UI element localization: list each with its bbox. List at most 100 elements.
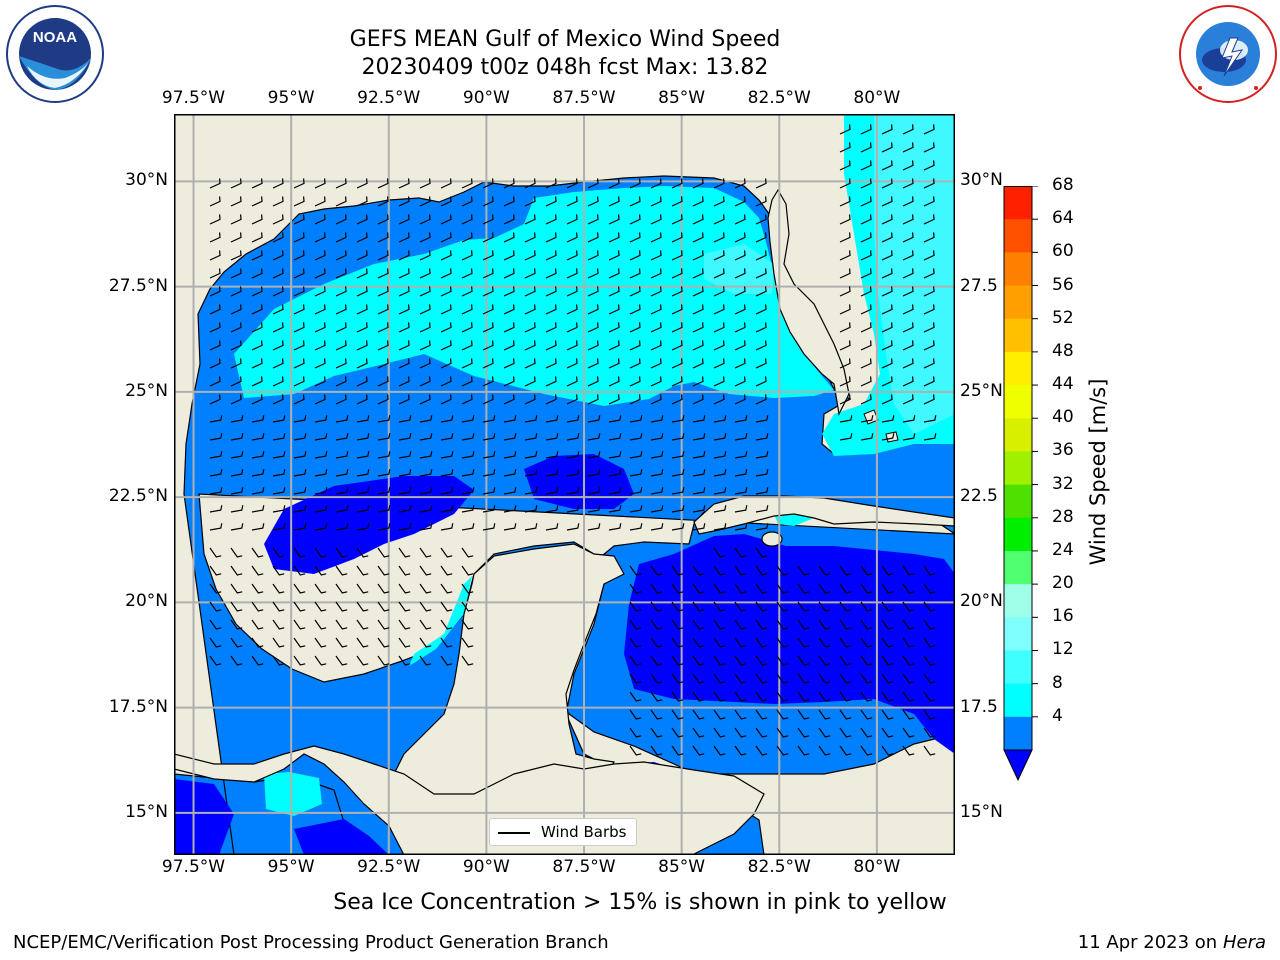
wind-barb-232 xyxy=(734,286,746,297)
wind-barb-508 xyxy=(482,451,496,459)
wind-barb-171 xyxy=(860,250,872,261)
wind-barb-773 xyxy=(671,637,684,648)
wind-barb-432 xyxy=(230,415,244,423)
wind-barb-208 xyxy=(230,286,242,297)
wind-barb-211 xyxy=(293,286,305,297)
wind-barb-592 xyxy=(545,505,559,513)
wind-barb-622 xyxy=(608,523,622,531)
wind-barb-356 xyxy=(650,358,662,369)
wind-barb-197 xyxy=(671,268,683,279)
wind-barb-299 xyxy=(860,322,872,333)
wind-barb-764 xyxy=(335,637,348,648)
wind-barb-693 xyxy=(755,583,768,594)
wind-barb-484 xyxy=(650,433,664,441)
wind-barb-395 xyxy=(860,376,872,387)
wind-barb-872 xyxy=(902,727,915,738)
colorbar-segment-10 xyxy=(1004,517,1032,552)
wind-barb-22 xyxy=(356,178,368,189)
wind-barb-426 xyxy=(839,394,851,405)
wind-barb-19 xyxy=(293,178,305,189)
colorbar-tick-label: 56 xyxy=(1052,274,1074,295)
wind-barb-410 xyxy=(440,394,452,405)
wind-barb-629 xyxy=(755,523,769,531)
wind-barb-246 xyxy=(356,304,368,315)
lon-tick-bottom: 80°W xyxy=(853,857,901,877)
colorbar-segment-0 xyxy=(1004,186,1032,220)
wind-barb-837 xyxy=(797,691,810,702)
wind-barb-195 xyxy=(629,268,641,279)
wind-barb-669 xyxy=(839,565,852,576)
wind-barb-776 xyxy=(734,637,747,648)
wind-barb-412 xyxy=(482,394,494,405)
wind-barb-333 xyxy=(902,340,914,351)
wind-barb-681 xyxy=(356,583,369,594)
wind-barb-530 xyxy=(377,469,391,477)
wind-barb-184 xyxy=(398,268,410,279)
wind-barb-303 xyxy=(209,340,221,351)
wind-barb-740 xyxy=(419,619,432,630)
wind-barb-485 xyxy=(671,433,685,441)
wind-barb-680 xyxy=(335,583,348,594)
wind-barb-594 xyxy=(587,505,601,513)
wind-barb-573 xyxy=(713,487,727,495)
chart-subtitle: 20230409 t00z 048h fcst Max: 13.82 xyxy=(361,55,769,80)
colorbar-tick-label: 52 xyxy=(1052,307,1074,328)
wind-barb-513 xyxy=(587,451,601,459)
colorbar-segment-3 xyxy=(1004,285,1032,320)
wind-barb-44 xyxy=(881,178,893,189)
wind-barb-672 xyxy=(902,565,915,576)
wind-barb-445 xyxy=(503,415,517,423)
wind-barb-870 xyxy=(860,727,873,738)
map-frame xyxy=(174,114,955,855)
wind-barb-103 xyxy=(713,214,725,225)
wind-barb-340 xyxy=(314,358,326,369)
wind-barb-819 xyxy=(734,673,747,684)
wind-barb-710 xyxy=(377,601,390,612)
wind-barb-820 xyxy=(755,673,768,684)
wind-barb-324 xyxy=(650,340,662,351)
wind-barb-351 xyxy=(545,358,557,369)
wind-barb-280 xyxy=(398,322,410,333)
wind-barb-227 xyxy=(629,286,641,297)
wind-barb-357 xyxy=(671,358,683,369)
wind-barb-287 xyxy=(545,322,557,333)
wind-barb-150 xyxy=(356,250,368,261)
wind-barb-642 xyxy=(461,547,474,558)
wind-barb-512 xyxy=(566,451,580,459)
wind-barb-794 xyxy=(377,655,390,666)
wind-barb-268 xyxy=(881,304,893,315)
wind-barb-843 xyxy=(923,691,936,702)
wind-barb-878 xyxy=(713,745,726,756)
wind-barb-833 xyxy=(713,691,726,702)
wind-barb-589 xyxy=(482,505,496,513)
wind-barb-752 xyxy=(818,619,831,630)
wind-barb-606 xyxy=(272,523,286,531)
wind-barb-490 xyxy=(839,433,853,441)
wind-barb-644 xyxy=(734,547,747,558)
wind-barb-175 xyxy=(209,268,221,279)
wind-barb-883 xyxy=(818,745,831,756)
wind-barb-115 xyxy=(293,232,305,243)
wind-barb-394 xyxy=(839,376,851,387)
wind-barb-101 xyxy=(671,214,683,225)
wind-barb-48 xyxy=(230,196,242,207)
wind-barb-26 xyxy=(440,178,452,189)
wind-barb-792 xyxy=(335,655,348,666)
wind-barb-736 xyxy=(335,619,348,630)
wind-barb-309 xyxy=(335,340,347,351)
wind-barb-39 xyxy=(713,178,725,189)
wind-barb-344 xyxy=(398,358,410,369)
wind-barb-726 xyxy=(860,601,873,612)
wind-barb-130 xyxy=(608,232,620,243)
wind-barb-810 xyxy=(860,655,873,666)
wind-barb-317 xyxy=(503,340,515,351)
wind-barb-313 xyxy=(419,340,431,351)
wind-barb-402 xyxy=(272,394,284,405)
wind-barb-874 xyxy=(629,745,642,756)
wind-barb-83 xyxy=(293,214,305,225)
wind-barb-162 xyxy=(608,250,620,261)
colorbar xyxy=(1003,186,1038,782)
wind-barb-888 xyxy=(923,745,936,756)
wind-barb-72 xyxy=(734,196,746,207)
wind-barb-811 xyxy=(881,655,894,666)
